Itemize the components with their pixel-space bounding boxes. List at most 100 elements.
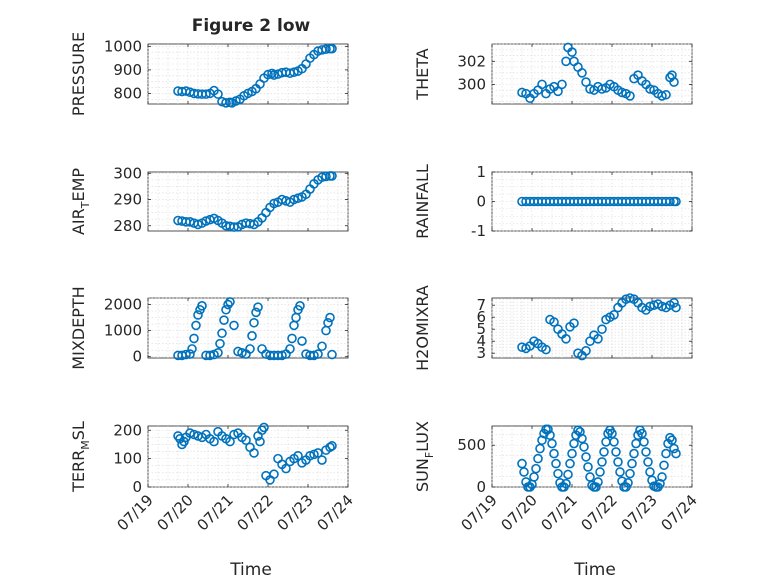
data-point bbox=[625, 468, 635, 479]
y-tick-label: 302 bbox=[457, 52, 486, 70]
x-tick-label: 07/19 bbox=[458, 491, 501, 534]
data-point bbox=[229, 320, 239, 331]
subplot-3: 280 290 300 AIRTEMP bbox=[69, 164, 349, 235]
data-point bbox=[197, 301, 207, 311]
data-point bbox=[671, 302, 681, 313]
data-point bbox=[597, 84, 607, 94]
x-tick-label: 07/22 bbox=[234, 491, 277, 534]
series-markers bbox=[517, 196, 681, 207]
data-point bbox=[533, 453, 543, 464]
y-tick-label: 300 bbox=[113, 164, 142, 182]
data-point bbox=[249, 448, 259, 458]
y-tick-label: 1 bbox=[476, 163, 486, 181]
data-point bbox=[295, 301, 305, 311]
y-tick-label: 4 bbox=[476, 332, 486, 350]
data-point bbox=[237, 347, 247, 358]
series-markers bbox=[173, 297, 337, 361]
y-tick-label: 900 bbox=[113, 61, 142, 79]
y-tick-label: 280 bbox=[113, 217, 142, 235]
data-point bbox=[327, 171, 337, 181]
data-point bbox=[641, 447, 651, 457]
y-tick-label: 0 bbox=[476, 478, 486, 496]
data-point bbox=[671, 448, 681, 459]
data-point bbox=[609, 437, 619, 447]
data-point bbox=[617, 87, 627, 98]
data-point bbox=[189, 333, 199, 344]
series-markers bbox=[173, 171, 337, 232]
data-point bbox=[289, 67, 299, 78]
series-markers bbox=[517, 293, 681, 361]
data-point bbox=[567, 448, 577, 459]
y-tick-label: 100 bbox=[113, 450, 142, 468]
data-point bbox=[263, 69, 273, 80]
y-tick-label: 0 bbox=[132, 478, 142, 496]
data-point bbox=[547, 438, 557, 449]
x-axis-label-left: Time bbox=[229, 560, 272, 580]
data-point bbox=[201, 89, 211, 99]
y-tick-label: 0 bbox=[476, 193, 486, 211]
data-point bbox=[281, 463, 291, 474]
data-point bbox=[269, 198, 279, 209]
data-point bbox=[629, 448, 639, 459]
data-point bbox=[327, 349, 337, 360]
data-point bbox=[531, 463, 541, 474]
data-point bbox=[549, 317, 559, 327]
data-point bbox=[277, 350, 287, 361]
data-point bbox=[627, 458, 637, 469]
data-point bbox=[181, 349, 191, 360]
data-point bbox=[625, 91, 635, 101]
x-tick-label: 07/21 bbox=[194, 491, 237, 534]
data-point bbox=[193, 219, 203, 230]
data-point bbox=[669, 77, 679, 87]
y-tick-label: 3 bbox=[476, 344, 486, 362]
y-axis-label: PRESSURE bbox=[69, 32, 88, 116]
x-axis-label-right: Time bbox=[573, 560, 616, 580]
data-point bbox=[259, 422, 269, 433]
data-point bbox=[573, 425, 583, 435]
data-point bbox=[543, 424, 553, 435]
data-point bbox=[293, 450, 303, 461]
data-point bbox=[313, 349, 323, 359]
data-point bbox=[595, 467, 605, 477]
data-point bbox=[247, 331, 257, 341]
y-tick-label: 1000 bbox=[104, 37, 142, 55]
data-point bbox=[215, 338, 225, 349]
x-tick-label: 07/24 bbox=[658, 491, 701, 534]
data-point bbox=[647, 475, 657, 486]
y-tick-label: 500 bbox=[457, 436, 486, 454]
data-point bbox=[187, 344, 197, 354]
data-point bbox=[577, 68, 587, 78]
data-point bbox=[645, 84, 655, 94]
x-tick-label: 07/23 bbox=[274, 491, 317, 534]
data-point bbox=[625, 293, 635, 303]
y-tick-label: 290 bbox=[113, 191, 142, 209]
data-point bbox=[327, 43, 337, 54]
data-point bbox=[325, 312, 335, 323]
data-point bbox=[297, 336, 307, 346]
y-axis-label: SUNFLUX bbox=[413, 421, 436, 492]
x-tick-label: 07/20 bbox=[154, 491, 197, 534]
data-point bbox=[615, 467, 625, 477]
data-point bbox=[287, 333, 297, 344]
y-tick-label: 0 bbox=[132, 348, 142, 366]
x-tick-label: 07/22 bbox=[578, 491, 621, 534]
data-point bbox=[327, 441, 337, 451]
data-point bbox=[193, 310, 203, 320]
data-point bbox=[561, 333, 571, 344]
data-point bbox=[557, 79, 567, 90]
data-point bbox=[565, 458, 575, 469]
data-point bbox=[671, 196, 681, 207]
series-markers bbox=[173, 43, 337, 108]
x-tick-label: 07/24 bbox=[314, 491, 357, 534]
data-point bbox=[655, 478, 665, 489]
data-point bbox=[251, 307, 261, 318]
x-tick-label: 07/21 bbox=[538, 491, 581, 534]
data-point bbox=[517, 87, 527, 98]
data-point bbox=[223, 299, 233, 310]
x-tick-label: 07/20 bbox=[498, 491, 541, 534]
data-point bbox=[267, 68, 277, 79]
y-tick-label: 2000 bbox=[104, 296, 142, 314]
y-axis-label: MIXDEPTH bbox=[69, 286, 88, 369]
